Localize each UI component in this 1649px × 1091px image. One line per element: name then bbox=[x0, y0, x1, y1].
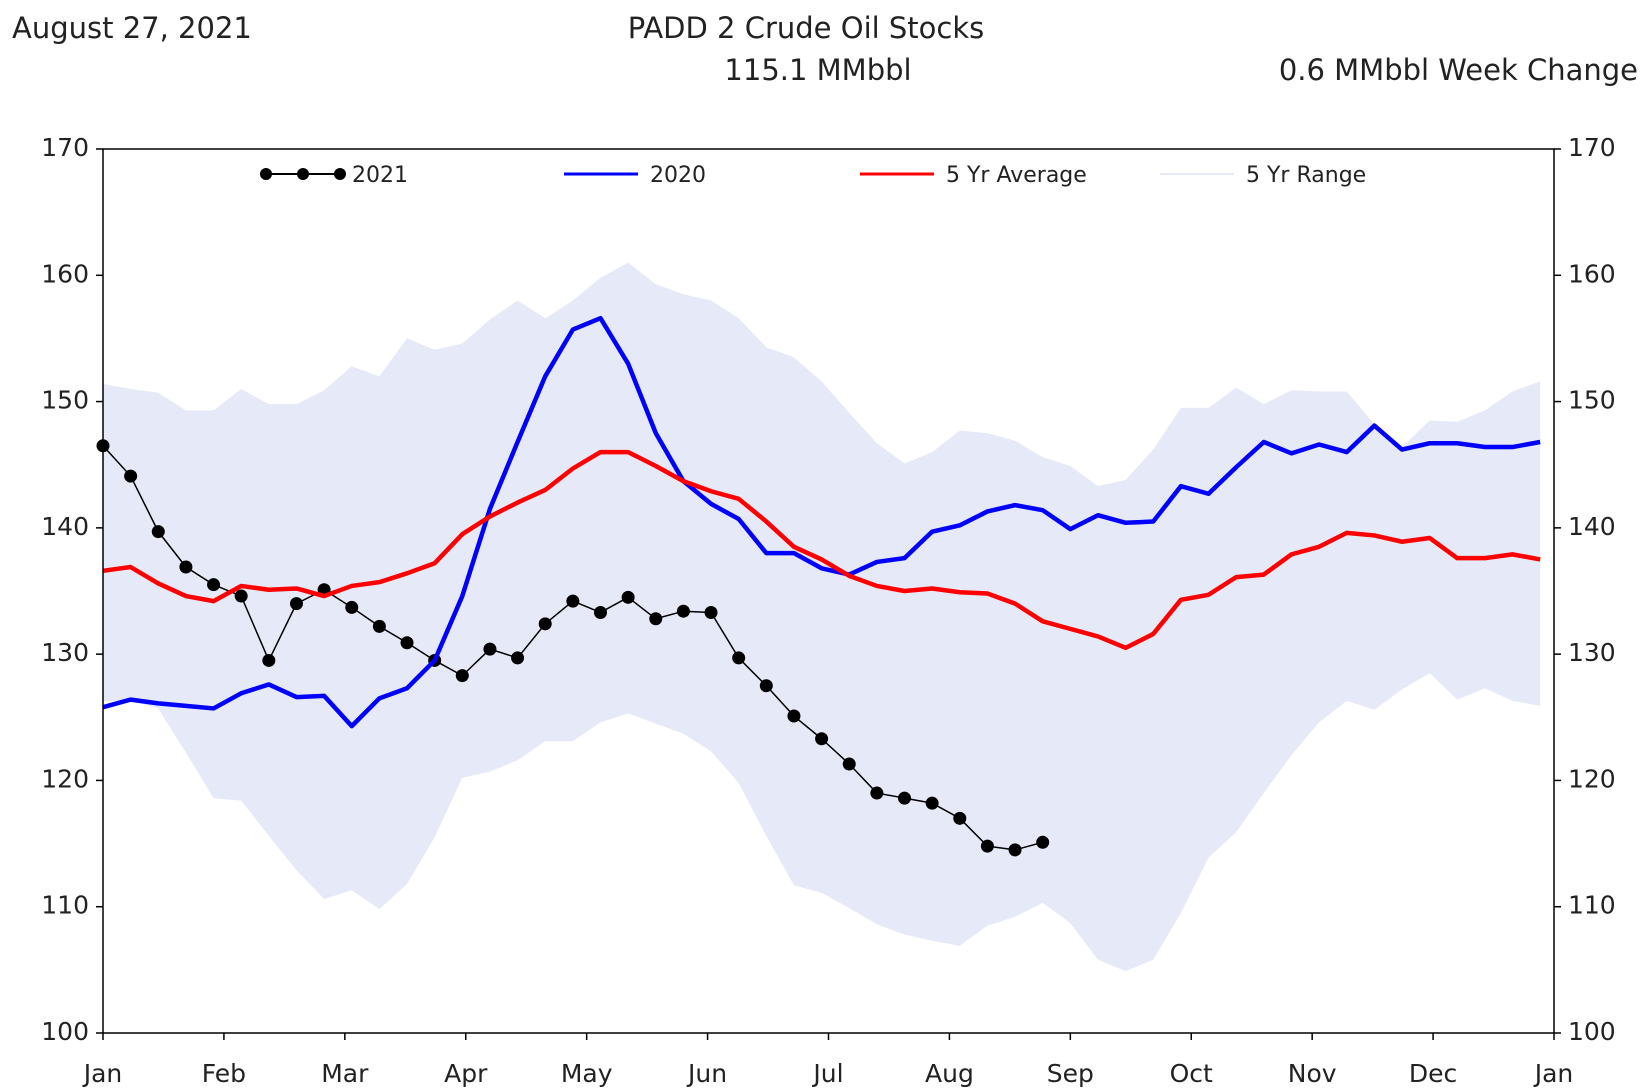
point bbox=[925, 796, 939, 810]
x-tick-label: Jun bbox=[686, 1059, 727, 1088]
point bbox=[483, 642, 497, 656]
point bbox=[207, 578, 221, 592]
point bbox=[870, 786, 884, 800]
y2-tick-label: 120 bbox=[1568, 764, 1616, 793]
y2-tick-label: 170 bbox=[1568, 133, 1616, 162]
x-tick-label: Jan bbox=[1533, 1059, 1574, 1088]
x-tick-label: Nov bbox=[1288, 1059, 1337, 1088]
legend-label: 5 Yr Range bbox=[1246, 163, 1366, 188]
point bbox=[151, 525, 165, 539]
point bbox=[179, 560, 193, 574]
point bbox=[787, 709, 801, 723]
y-tick-label: 150 bbox=[41, 386, 89, 415]
point bbox=[400, 636, 414, 650]
range-band bbox=[103, 262, 1541, 972]
legend-label: 2020 bbox=[650, 163, 706, 188]
y2-tick-label: 110 bbox=[1568, 891, 1616, 920]
point bbox=[732, 651, 746, 665]
legend-marker bbox=[334, 168, 346, 180]
point bbox=[1036, 835, 1050, 849]
week-change: 0.6 MMbbl Week Change bbox=[1279, 53, 1638, 87]
point bbox=[538, 617, 552, 631]
point bbox=[1008, 843, 1022, 857]
y-tick-label: 110 bbox=[41, 891, 89, 920]
point bbox=[815, 732, 829, 746]
y2-tick-label: 150 bbox=[1568, 386, 1616, 415]
legend-marker bbox=[260, 168, 272, 180]
legend-label: 2021 bbox=[352, 163, 408, 188]
legend-marker bbox=[297, 168, 309, 180]
subtitle: 115.1 MMbbl bbox=[724, 53, 911, 87]
series-line bbox=[102, 315, 1541, 729]
chart-title: PADD 2 Crude Oil Stocks bbox=[628, 11, 985, 45]
y-tick-label: 160 bbox=[41, 259, 89, 288]
x-tick-label: Apr bbox=[444, 1059, 488, 1088]
x-tick-label: Dec bbox=[1409, 1059, 1457, 1088]
point bbox=[842, 757, 856, 771]
y-tick-label: 170 bbox=[41, 133, 89, 162]
date: August 27, 2021 bbox=[12, 11, 252, 45]
point bbox=[345, 600, 359, 614]
point bbox=[511, 651, 525, 665]
line-layer bbox=[96, 315, 1541, 857]
point bbox=[649, 612, 663, 626]
y2-tick-label: 140 bbox=[1568, 512, 1616, 541]
x-tick-label: Oct bbox=[1170, 1059, 1213, 1088]
y-tick-label: 120 bbox=[41, 764, 89, 793]
x-tick-label: May bbox=[561, 1059, 613, 1088]
point bbox=[262, 653, 276, 667]
x-tick-label: Jan bbox=[82, 1059, 123, 1088]
point bbox=[566, 594, 580, 608]
point bbox=[676, 604, 690, 618]
y2-tick-label: 130 bbox=[1568, 638, 1616, 667]
point bbox=[455, 669, 469, 683]
y-tick-label: 100 bbox=[41, 1017, 89, 1046]
x-tick-label: Mar bbox=[321, 1059, 369, 1088]
y-tick-label: 130 bbox=[41, 638, 89, 667]
point bbox=[704, 605, 718, 619]
point bbox=[234, 589, 248, 603]
point bbox=[289, 597, 303, 611]
point bbox=[980, 839, 994, 853]
point bbox=[372, 619, 386, 633]
point bbox=[953, 811, 967, 825]
point bbox=[593, 605, 607, 619]
series-line bbox=[102, 449, 1541, 651]
x-tick-label: Aug bbox=[925, 1059, 974, 1088]
y2-tick-label: 100 bbox=[1568, 1017, 1616, 1046]
y2-tick-label: 160 bbox=[1568, 259, 1616, 288]
point bbox=[898, 791, 912, 805]
x-tick-label: Sep bbox=[1047, 1059, 1094, 1088]
point bbox=[124, 469, 138, 483]
point bbox=[621, 590, 635, 604]
y-tick-label: 140 bbox=[41, 512, 89, 541]
x-tick-label: Jul bbox=[811, 1059, 843, 1088]
x-tick-label: Feb bbox=[202, 1059, 246, 1088]
point bbox=[759, 679, 773, 693]
legend-label: 5 Yr Average bbox=[946, 163, 1087, 188]
band-layer bbox=[103, 262, 1541, 972]
